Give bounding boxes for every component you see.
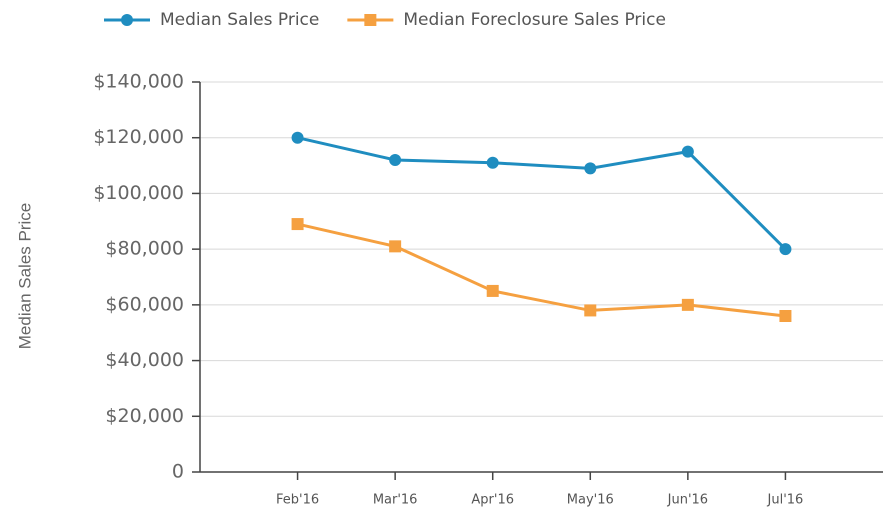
legend-label: Median Foreclosure Sales Price bbox=[403, 10, 666, 30]
y-tick-label: $60,000 bbox=[105, 293, 184, 315]
data-point bbox=[584, 304, 597, 317]
y-axis-label: Median Sales Price bbox=[15, 203, 34, 349]
data-point bbox=[681, 145, 694, 158]
series-line bbox=[297, 136, 787, 251]
y-tick-label: $40,000 bbox=[105, 349, 184, 371]
x-tick-label: Feb'16 bbox=[276, 493, 319, 508]
data-point bbox=[779, 243, 792, 256]
data-point bbox=[681, 298, 694, 311]
y-tick-label: $100,000 bbox=[93, 182, 184, 204]
x-tick-label: Apr'16 bbox=[471, 493, 514, 508]
data-point bbox=[291, 131, 304, 144]
y-tick-label: $80,000 bbox=[105, 238, 184, 260]
data-point bbox=[779, 310, 792, 322]
x-tick-label: Jun'16 bbox=[667, 493, 708, 508]
x-tick-label: Jul'16 bbox=[767, 493, 804, 508]
data-point bbox=[389, 240, 402, 253]
legend-marker bbox=[121, 14, 133, 26]
data-point bbox=[486, 156, 499, 169]
series-line bbox=[297, 222, 786, 318]
data-point bbox=[584, 162, 597, 175]
legend-label: Median Sales Price bbox=[160, 10, 319, 30]
x-tick-label: Mar'16 bbox=[373, 493, 418, 508]
data-point bbox=[291, 218, 304, 231]
data-point bbox=[389, 154, 402, 166]
x-tick-label: May'16 bbox=[567, 493, 614, 508]
y-tick-label: $20,000 bbox=[105, 405, 184, 427]
y-tick-label: $120,000 bbox=[93, 126, 184, 148]
data-point bbox=[486, 284, 499, 297]
legend-marker bbox=[364, 14, 377, 26]
y-tick-label: 0 bbox=[172, 461, 184, 483]
y-tick-label: $140,000 bbox=[93, 71, 184, 93]
